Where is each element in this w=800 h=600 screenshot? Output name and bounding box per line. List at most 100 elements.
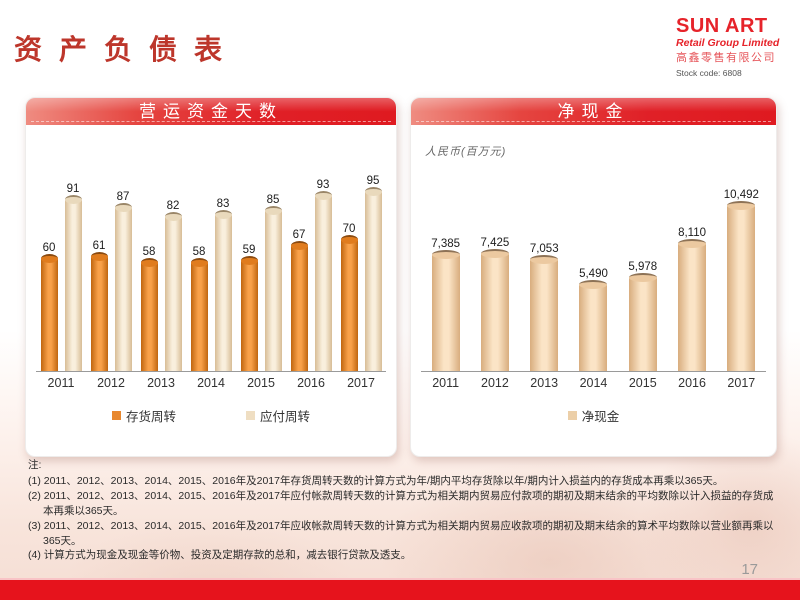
x-tick-label: 2016 xyxy=(678,376,706,390)
bar-净现金 xyxy=(530,255,559,371)
x-tick-label: 2015 xyxy=(628,376,657,390)
bar-top-cap xyxy=(114,203,132,212)
bar-top-cap xyxy=(678,239,707,248)
bar-with-label: 85 xyxy=(264,194,282,371)
bar-top-cap xyxy=(240,256,258,265)
x-tick-label: 2013 xyxy=(147,376,175,390)
footnote-1: (1) 2011、2012、2013、2014、2015、2016年及2017年… xyxy=(28,474,724,487)
bar-group: 60 91 xyxy=(36,183,86,371)
bar-top-cap xyxy=(214,210,232,219)
bar-value-label: 5,490 xyxy=(579,268,608,280)
bar-应付周转 xyxy=(114,203,132,371)
bar-with-label: 58 xyxy=(140,246,158,371)
bar-top-cap xyxy=(364,187,382,196)
bar-value-label: 8,110 xyxy=(678,227,707,239)
bar-with-label: 87 xyxy=(114,191,132,371)
bar-应付周转 xyxy=(214,210,232,371)
bar-value-label: 83 xyxy=(216,198,230,210)
x-tick-label: 2017 xyxy=(347,376,375,390)
bar-value-label: 82 xyxy=(166,200,180,212)
panel-net-cash: 净现金 人民币(百万元) 7,385 7,425 7,053 5,490 5,978 8,… xyxy=(410,97,777,457)
logo-chinese-name: 高鑫零售有限公司 xyxy=(676,52,776,65)
legend-color-chip xyxy=(246,411,255,420)
bar-group: 7,053 xyxy=(520,243,569,371)
bar-with-label: 83 xyxy=(214,198,232,371)
bar-group: 70 95 xyxy=(336,175,386,371)
bar-存货周转 xyxy=(140,258,158,371)
bar-value-label: 7,385 xyxy=(431,238,461,250)
bar-top-cap xyxy=(40,254,58,263)
legend-label: 净现金 xyxy=(581,410,620,424)
x-axis-labels: 2011 2012 2013 2014 2015 2016 2017 xyxy=(36,376,386,390)
bar-value-label: 60 xyxy=(42,242,56,254)
bar-净现金 xyxy=(480,249,509,371)
bar-top-cap xyxy=(314,191,332,200)
slide-header: 资 产 负 债 表 SUN ART Retail Group Limited 高… xyxy=(0,0,800,90)
footer-red-bar xyxy=(0,578,800,600)
bar-top-cap xyxy=(90,252,108,261)
legend-color-chip xyxy=(567,411,577,420)
legend-label: 应付周转 xyxy=(260,410,311,424)
chart-plot-area: 60 91 61 87 58 82 58 83 59 85 67 93 70 95 xyxy=(36,161,386,372)
x-tick-label: 2012 xyxy=(97,376,125,390)
page-number: 17 xyxy=(741,561,758,578)
bar-应付周转 xyxy=(164,212,182,371)
net-cash-unit-label: 人民币(百万元) xyxy=(425,146,507,158)
logo-wordmark: SUN ART xyxy=(676,15,768,37)
bar-group: 67 93 xyxy=(286,179,336,371)
bar-value-label: 58 xyxy=(192,246,206,258)
logo-subtitle: Retail Group Limited xyxy=(676,37,780,49)
bar-with-label: 58 xyxy=(190,246,208,371)
net-cash-chart: 7,385 7,425 7,053 5,490 5,978 8,110 10,492 2011… xyxy=(421,161,766,425)
bar-top-cap xyxy=(140,258,158,267)
bar-存货周转 xyxy=(340,235,358,371)
legend-color-chip xyxy=(111,411,121,420)
bar-top-cap xyxy=(264,206,282,215)
bar-with-label: 61 xyxy=(90,240,108,371)
bar-value-label: 7,425 xyxy=(480,237,510,249)
x-tick-label: 2014 xyxy=(579,376,608,390)
x-tick-label: 2012 xyxy=(481,376,509,390)
bar-value-label: 10,492 xyxy=(723,189,759,201)
bar-净现金 xyxy=(678,239,707,371)
bar-with-label: 5,978 xyxy=(628,261,657,371)
bar-存货周转 xyxy=(90,252,108,371)
bar-with-label: 7,425 xyxy=(480,237,510,371)
bar-净现金 xyxy=(727,201,756,371)
bar-group: 10,492 xyxy=(717,189,766,371)
bar-value-label: 70 xyxy=(342,223,356,235)
bar-with-label: 67 xyxy=(290,229,308,371)
chart-legend: 净现金 xyxy=(421,406,766,425)
bar-净现金 xyxy=(431,250,460,371)
x-axis-labels: 2011 2012 2013 2014 2015 2016 2017 xyxy=(421,376,766,390)
bar-group: 61 87 xyxy=(86,191,136,371)
bar-value-label: 58 xyxy=(142,246,156,258)
bar-with-label: 82 xyxy=(164,200,182,371)
working-capital-days-chart: 60 91 61 87 58 82 58 83 59 85 67 93 70 95 2011 2012 2013… xyxy=(36,161,386,425)
x-tick-label: 2017 xyxy=(727,376,756,390)
bar-top-cap xyxy=(340,235,358,244)
legend-item: 应付周转 xyxy=(246,406,310,425)
bar-top-cap xyxy=(64,195,82,204)
logo-stock-code: Stock code: 6808 xyxy=(676,67,742,78)
bar-value-label: 5,978 xyxy=(628,261,658,273)
x-tick-label: 2016 xyxy=(297,376,325,390)
bar-group: 5,490 xyxy=(569,268,618,371)
x-tick-label: 2011 xyxy=(47,376,75,390)
bar-top-cap xyxy=(628,273,657,282)
bar-value-label: 59 xyxy=(242,244,256,256)
panel-title-net-cash: 净现金 xyxy=(411,98,776,125)
bar-净现金 xyxy=(628,273,657,371)
legend-item: 存货周转 xyxy=(111,406,176,425)
bar-应付周转 xyxy=(314,191,332,371)
panel-working-capital-days: 营运资金天数 60 91 61 87 58 82 58 83 59 85 67 93 70 95 2011 2… xyxy=(25,97,397,457)
bar-value-label: 67 xyxy=(292,229,306,241)
x-tick-label: 2015 xyxy=(247,376,275,390)
bar-with-label: 93 xyxy=(314,179,332,371)
bar-应付周转 xyxy=(364,187,382,371)
bar-with-label: 91 xyxy=(64,183,82,371)
chart-plot-area: 7,385 7,425 7,053 5,490 5,978 8,110 10,492 xyxy=(421,161,766,372)
bar-value-label: 93 xyxy=(316,179,330,191)
bar-with-label: 7,053 xyxy=(530,243,559,371)
